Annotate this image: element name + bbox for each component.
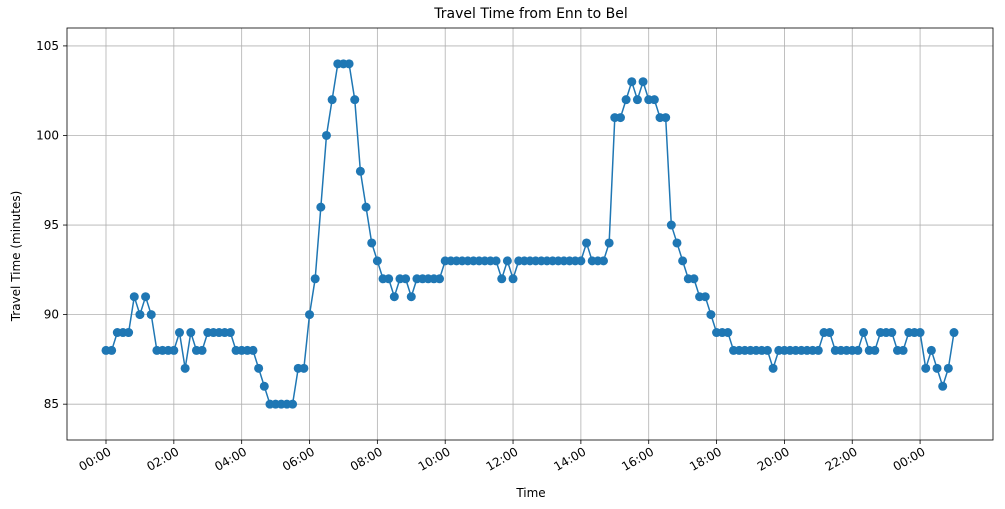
data-point [406, 292, 416, 302]
data-point [582, 238, 592, 248]
data-point [926, 345, 936, 355]
data-point [107, 345, 117, 355]
data-point [943, 363, 953, 373]
data-point [666, 220, 676, 230]
data-point [321, 130, 331, 140]
data-point [921, 363, 931, 373]
data-point [367, 238, 377, 248]
data-point [305, 310, 315, 320]
data-point [146, 310, 156, 320]
data-point [129, 292, 139, 302]
data-point [259, 381, 269, 391]
y-tick-label: 85 [44, 397, 59, 411]
data-point [870, 345, 880, 355]
data-point [723, 328, 733, 338]
data-point [672, 238, 682, 248]
data-point [141, 292, 151, 302]
data-point [853, 345, 863, 355]
data-point [180, 363, 190, 373]
data-point [678, 256, 688, 266]
x-axis-label: Time [515, 486, 545, 500]
y-axis-label: Travel Time (minutes) [9, 191, 23, 323]
series-group [101, 59, 959, 409]
data-point [700, 292, 710, 302]
data-point [389, 292, 399, 302]
data-point [169, 345, 179, 355]
x-tick-label: 06:00 [280, 444, 317, 473]
data-point [327, 95, 337, 105]
data-point [299, 363, 309, 373]
data-point [638, 77, 648, 87]
data-point [938, 381, 948, 391]
x-tick-label: 08:00 [348, 444, 385, 473]
data-point [615, 113, 625, 123]
data-point [197, 345, 207, 355]
data-point [898, 345, 908, 355]
x-tick-label: 12:00 [484, 444, 521, 473]
data-point [706, 310, 716, 320]
x-tick-label: 14:00 [551, 444, 588, 473]
data-point [604, 238, 614, 248]
data-point [310, 274, 320, 284]
data-point [576, 256, 586, 266]
axis-ticks: 85 90 95 100 105 00:00 02:00 04:00 06:00 08:00 10:… [36, 39, 927, 474]
x-tick-label: 00:00 [891, 444, 928, 473]
data-point [932, 363, 942, 373]
y-tick-label: 90 [44, 308, 59, 322]
data-point [135, 310, 145, 320]
data-point [344, 59, 354, 69]
data-point [355, 166, 365, 176]
data-point [632, 95, 642, 105]
data-point [288, 399, 298, 409]
data-point [887, 328, 897, 338]
data-point [174, 328, 184, 338]
data-point [768, 363, 778, 373]
y-tick-label: 105 [36, 39, 59, 53]
data-point [491, 256, 501, 266]
data-point [225, 328, 235, 338]
data-point [689, 274, 699, 284]
data-point [186, 328, 196, 338]
data-point [372, 256, 382, 266]
data-point [435, 274, 445, 284]
data-point [384, 274, 394, 284]
data-point [350, 95, 360, 105]
chart-title: Travel Time from Enn to Bel [433, 6, 627, 22]
y-tick-label: 95 [44, 218, 59, 232]
data-point [401, 274, 411, 284]
data-point [762, 345, 772, 355]
data-point [502, 256, 512, 266]
plot-frame [66, 27, 994, 441]
x-tick-label: 00:00 [77, 444, 114, 473]
x-tick-label: 10:00 [416, 444, 453, 473]
data-point [661, 113, 671, 123]
data-point [508, 274, 518, 284]
x-tick-label: 16:00 [619, 444, 656, 473]
data-point [649, 95, 659, 105]
data-point [254, 363, 264, 373]
data-point [248, 345, 258, 355]
x-tick-label: 20:00 [755, 444, 792, 473]
data-point [825, 328, 835, 338]
data-point [627, 77, 637, 87]
data-point [124, 328, 134, 338]
data-point [915, 328, 925, 338]
grid [67, 28, 993, 440]
x-tick-label: 04:00 [212, 444, 249, 473]
data-point [949, 328, 959, 338]
data-point [813, 345, 823, 355]
data-point [497, 274, 507, 284]
data-point [621, 95, 631, 105]
x-tick-label: 22:00 [823, 444, 860, 473]
x-tick-label: 02:00 [144, 444, 181, 473]
y-tick-label: 100 [36, 128, 59, 142]
data-point [859, 328, 869, 338]
x-tick-label: 18:00 [687, 444, 724, 473]
data-point [316, 202, 326, 212]
data-point [361, 202, 371, 212]
data-point [598, 256, 608, 266]
